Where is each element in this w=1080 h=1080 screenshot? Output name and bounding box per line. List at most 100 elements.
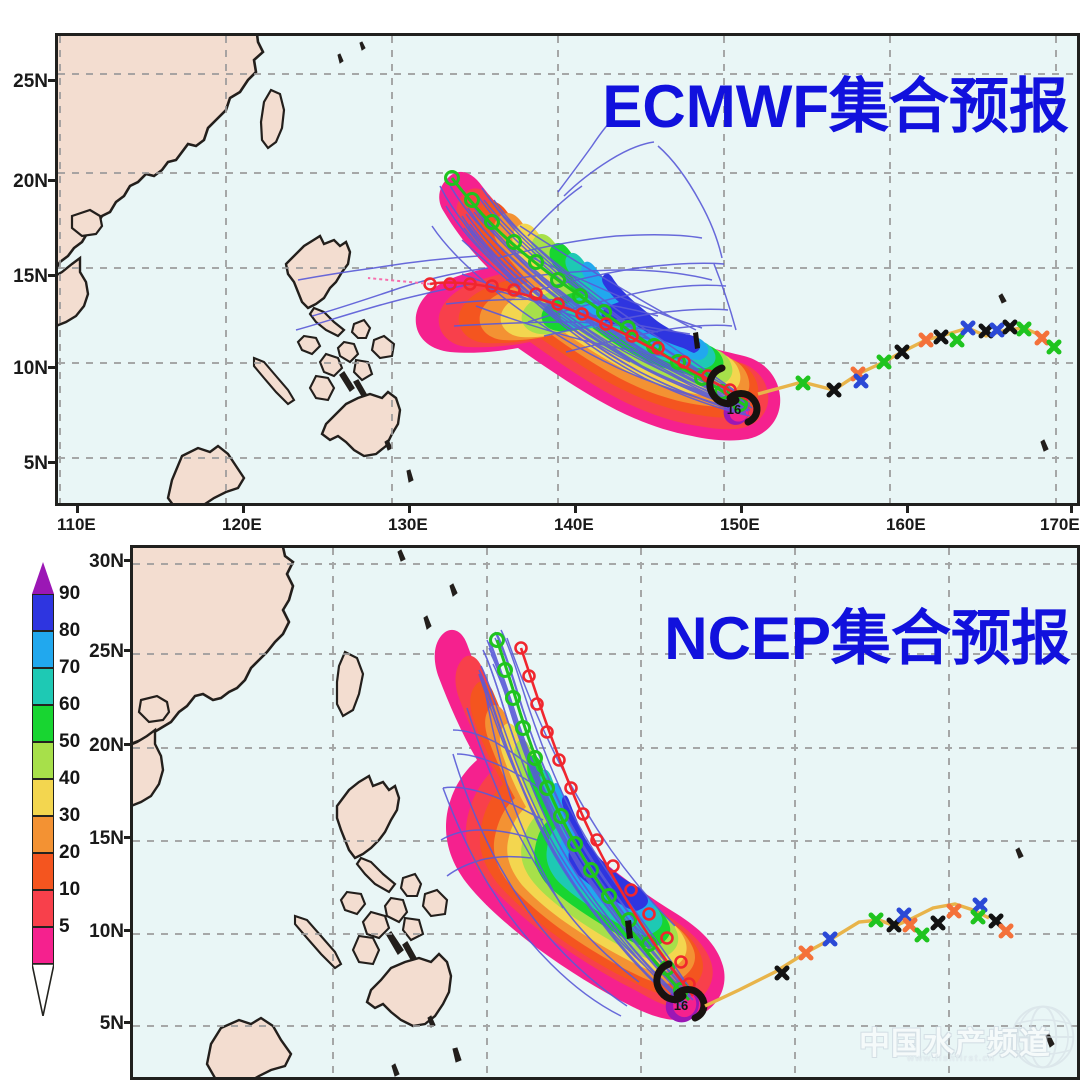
ncep-map: 16 bbox=[130, 545, 1080, 1080]
ecmwf-mean-track-red bbox=[423, 277, 749, 402]
colorbar-tick-70: 70 bbox=[59, 657, 81, 678]
ecmwf-ytick-20n: 20N bbox=[13, 171, 48, 192]
colorbar-tick-20: 20 bbox=[59, 842, 81, 863]
island-hainan bbox=[137, 694, 171, 724]
ecmwf-ytick-10n: 10N bbox=[13, 358, 48, 379]
ecmwf-storm-symbol: 16 bbox=[706, 364, 761, 426]
ecmwf-ytick-mark-10n bbox=[48, 366, 58, 369]
ncep-storm-symbol: 16 bbox=[653, 960, 708, 1022]
ecmwf-ytick-mark-5n bbox=[48, 461, 58, 464]
panel-ecmwf: 25N 20N 15N 10N 5N 110E 120E 130E 140E 1… bbox=[13, 33, 1080, 534]
island-mindoro bbox=[339, 890, 367, 916]
island-mindanao bbox=[320, 390, 402, 458]
ecmwf-ytick-mark-25n bbox=[48, 79, 58, 82]
ncep-ytick-5n: 5N bbox=[99, 1013, 124, 1034]
colorbar-under-arrow bbox=[32, 964, 54, 1016]
island-panay bbox=[351, 934, 381, 966]
ncep-ytick-mark-25n bbox=[124, 649, 134, 652]
ncep-gridlines bbox=[133, 548, 1077, 1077]
landmass-asia bbox=[133, 548, 295, 745]
island-mindanao bbox=[365, 952, 453, 1028]
colorbar-band-70 bbox=[32, 668, 54, 705]
ncep-interior-marker bbox=[625, 920, 633, 939]
colorbar-tick-30: 30 bbox=[59, 805, 81, 826]
island-panay bbox=[308, 374, 336, 402]
ncep-ensemble-member-tracks bbox=[440, 629, 694, 1017]
colorbar-tick-10: 10 bbox=[59, 879, 81, 900]
island-palawan bbox=[252, 356, 296, 406]
ncep-ytick-25n: 25N bbox=[89, 641, 124, 662]
ecmwf-best-track bbox=[757, 319, 1062, 398]
ncep-map-svg: 16 bbox=[133, 548, 1077, 1077]
panel-ncep: 30N 25N 20N 15N 10N 5N bbox=[0, 545, 1080, 1080]
ecmwf-xtick-mark-170e bbox=[1070, 503, 1073, 513]
landmass-asia bbox=[58, 36, 265, 268]
colorbar-over-arrow bbox=[32, 562, 54, 594]
colorbar-band-60 bbox=[32, 705, 54, 742]
ecmwf-xtick-mark-120e bbox=[242, 503, 245, 513]
ecmwf-ytick-25n: 25N bbox=[13, 71, 48, 92]
ecmwf-xtick-mark-160e bbox=[906, 503, 909, 513]
ecmwf-map: 16 bbox=[55, 33, 1080, 506]
ecmwf-xtick-mark-150e bbox=[740, 503, 743, 513]
islands-visayas bbox=[318, 318, 396, 382]
colorbar-tick-40: 40 bbox=[59, 768, 81, 789]
ncep-ytick-mark-5n bbox=[124, 1021, 134, 1024]
islands-micronesia-specks bbox=[1015, 847, 1055, 1048]
ecmwf-interior-marker bbox=[693, 332, 700, 349]
island-luzon-tail bbox=[308, 306, 346, 338]
ecmwf-xtick-120e: 120E bbox=[222, 515, 262, 534]
island-mindoro bbox=[296, 334, 322, 356]
strike-probability-colorbar: 90 80 70 60 50 40 30 20 10 5 bbox=[32, 562, 80, 1016]
ncep-ytick-10n: 10N bbox=[89, 921, 124, 942]
ecmwf-xtick-140e: 140E bbox=[554, 515, 594, 534]
colorbar-tick-80: 80 bbox=[59, 620, 81, 641]
islands-micronesia-specks bbox=[998, 293, 1049, 452]
island-borneo bbox=[166, 444, 246, 503]
islands-ryukyu bbox=[397, 549, 458, 630]
ncep-ytick-mark-30n bbox=[124, 559, 134, 562]
ecmwf-ytick-mark-15n bbox=[48, 274, 58, 277]
ecmwf-ytick-15n: 15N bbox=[13, 266, 48, 287]
ncep-ytick-15n: 15N bbox=[89, 828, 124, 849]
islands-visayas bbox=[361, 872, 449, 942]
island-luzon bbox=[284, 234, 352, 310]
ncep-best-track bbox=[704, 897, 1014, 1008]
ecmwf-mean-track-pink-trail bbox=[367, 277, 431, 285]
ecmwf-xtick-mark-140e bbox=[574, 503, 577, 513]
ecmwf-ytick-mark-20n bbox=[48, 179, 58, 182]
ecmwf-panel-title: ECMWF集合预报 bbox=[602, 73, 1069, 140]
ncep-ytick-20n: 20N bbox=[89, 735, 124, 756]
ecmwf-xtick-mark-110e bbox=[76, 503, 79, 513]
island-taiwan bbox=[259, 88, 286, 150]
colorbar-band-80 bbox=[32, 631, 54, 668]
ecmwf-map-svg: 16 bbox=[58, 36, 1077, 503]
colorbar-tick-60: 60 bbox=[59, 694, 81, 715]
colorbar-band-20 bbox=[32, 853, 54, 890]
ecmwf-xtick-110e: 110E bbox=[57, 515, 96, 534]
colorbar-band-10 bbox=[32, 890, 54, 927]
ecmwf-storm-number: 16 bbox=[727, 402, 741, 417]
landmass-indochina-lobe bbox=[133, 727, 165, 807]
ncep-ytick-mark-15n bbox=[124, 836, 134, 839]
colorbar-band-40 bbox=[32, 779, 54, 816]
island-luzon-tail bbox=[355, 856, 397, 894]
colorbar-tick-5: 5 bbox=[59, 916, 70, 937]
ncep-ytick-30n: 30N bbox=[89, 551, 124, 572]
islands-minor-east bbox=[384, 439, 414, 483]
ncep-storm-number: 16 bbox=[674, 998, 688, 1013]
ncep-panel-title: NCEP集合预报 bbox=[664, 605, 1071, 672]
ecmwf-xtick-mark-130e bbox=[408, 503, 411, 513]
ncep-mean-track-red bbox=[514, 641, 696, 997]
ncep-ytick-mark-20n bbox=[124, 743, 134, 746]
colorbar-band-90 bbox=[32, 594, 54, 631]
ncep-ytick-mark-10n bbox=[124, 929, 134, 932]
colorbar-band-30 bbox=[32, 816, 54, 853]
islands-ryukyu bbox=[337, 41, 366, 64]
ecmwf-ytick-5n: 5N bbox=[23, 453, 48, 474]
ecmwf-xtick-150e: 150E bbox=[720, 515, 760, 534]
colorbar-tick-50: 50 bbox=[59, 731, 81, 752]
ecmwf-xtick-160e: 160E bbox=[886, 515, 926, 534]
island-borneo bbox=[205, 1016, 293, 1077]
